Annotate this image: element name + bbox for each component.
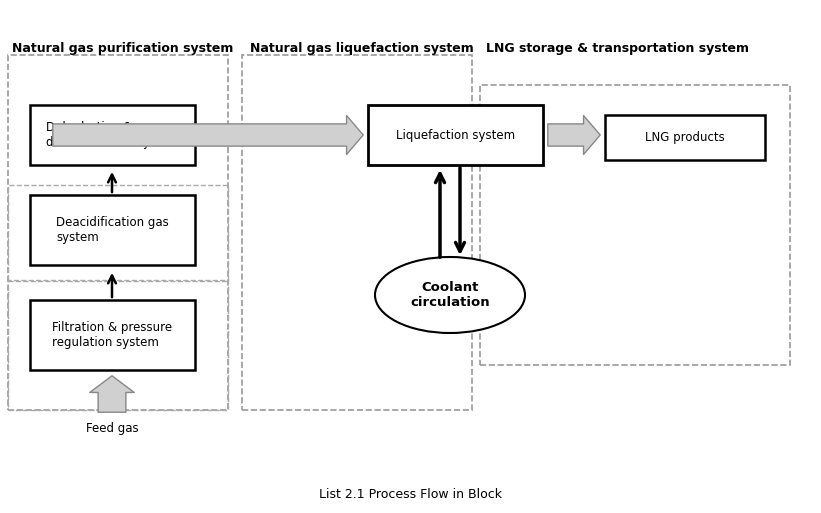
FancyBboxPatch shape [30,105,195,165]
FancyBboxPatch shape [30,300,195,370]
Bar [242,55,472,410]
FancyBboxPatch shape [30,195,195,265]
Text: Coolant
circulation: Coolant circulation [410,281,490,309]
Text: List 2.1 Process Flow in Block: List 2.1 Process Flow in Block [319,488,502,501]
FancyBboxPatch shape [368,105,543,165]
Text: Liquefaction system: Liquefaction system [396,128,515,142]
Text: Natural gas purification system: Natural gas purification system [12,42,233,55]
Text: Natural gas liquefaction system: Natural gas liquefaction system [250,42,474,55]
Text: LNG storage & transportation system: LNG storage & transportation system [486,42,749,55]
Bar [8,280,228,410]
Text: LNG products: LNG products [645,131,725,144]
FancyBboxPatch shape [605,115,765,160]
Text: Feed gas: Feed gas [85,422,138,435]
Bar [8,55,228,410]
Text: Dehydration &
demercuration system: Dehydration & demercuration system [46,121,179,149]
Text: Deacidification gas
system: Deacidification gas system [56,216,169,244]
Text: Filtration & pressure
regulation system: Filtration & pressure regulation system [53,321,172,349]
Bar [480,85,790,365]
Ellipse shape [375,257,525,333]
Bar [8,185,228,281]
